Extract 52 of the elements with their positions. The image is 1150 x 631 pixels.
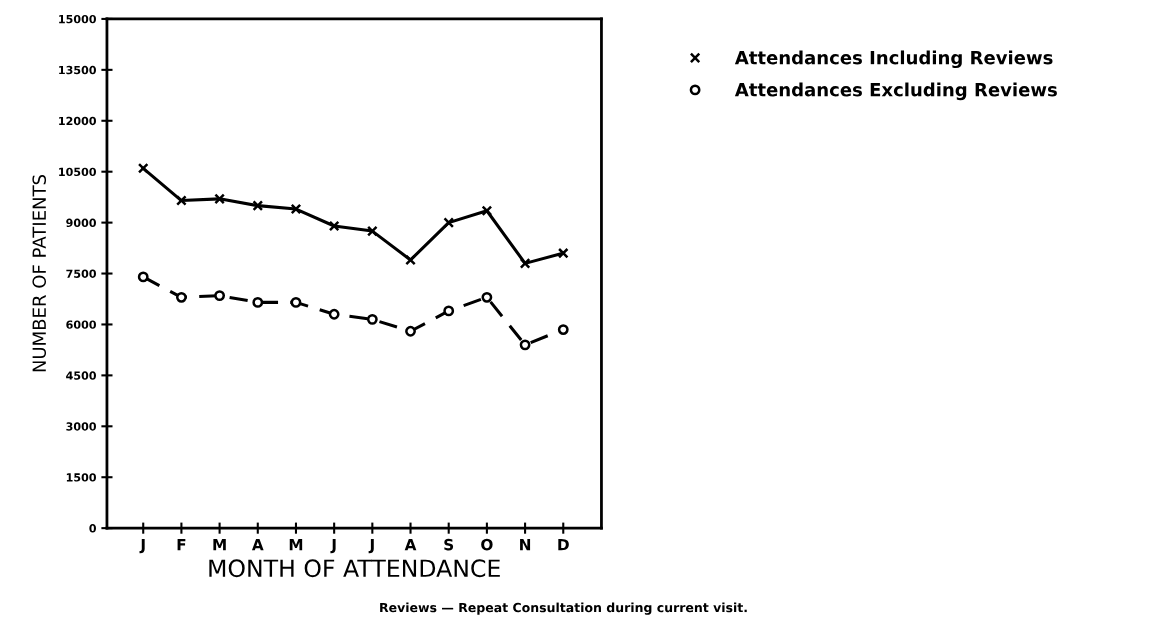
point — [175, 195, 187, 206]
point — [290, 203, 302, 215]
x-tick-label: N — [520, 539, 531, 551]
legend-label: Attendances Excluding Reviews — [734, 82, 1057, 101]
point — [443, 217, 455, 229]
y-tick-label: 1500 — [66, 473, 96, 482]
y-tick-label: 9000 — [66, 218, 96, 227]
point — [519, 257, 531, 269]
text: Reviews — Repeat Consultation during current visit. — [380, 602, 747, 615]
point — [405, 325, 416, 337]
x-tick-label: A — [251, 539, 264, 551]
x-tick-label: D — [558, 539, 569, 551]
x-tick-label: O — [481, 538, 493, 551]
point — [557, 247, 569, 259]
point — [214, 193, 226, 205]
point — [214, 290, 226, 302]
x-axis-title: MONTH OF ATTENDANCE — [209, 559, 500, 578]
x-tick-label: A — [404, 539, 417, 551]
point — [252, 200, 264, 212]
point — [290, 296, 302, 308]
y-tick-label: 12000 — [59, 116, 96, 126]
x-tick-label: J — [330, 539, 336, 554]
point — [366, 225, 378, 237]
x-tick-label: S — [444, 538, 454, 551]
point — [366, 313, 378, 325]
legend-label: Attendances Including Reviews — [734, 50, 1053, 69]
point — [137, 271, 149, 283]
y-tick-label: 7500 — [66, 269, 96, 278]
y-tick-label: 10500 — [59, 167, 96, 177]
point — [252, 296, 264, 308]
x-tick-label: J — [139, 539, 145, 554]
y-tick-label: 15000 — [59, 14, 96, 24]
point — [328, 308, 340, 320]
y-tick-label: 13500 — [59, 65, 96, 75]
x-tick-label: M — [289, 539, 303, 551]
y-tick-label: 3000 — [66, 422, 96, 431]
point — [519, 339, 531, 351]
y-tick-label: 0 — [89, 524, 96, 533]
y-tick-label: 6000 — [66, 320, 96, 329]
y-tick-label: 4500 — [66, 371, 96, 380]
x-tick-label: F — [177, 539, 186, 551]
point — [481, 291, 493, 303]
point — [443, 305, 455, 317]
point — [481, 205, 493, 217]
x-tick-label: J — [368, 539, 374, 554]
point — [557, 324, 569, 335]
y-axis-title: NUMBER OF PATIENTS — [32, 174, 47, 372]
point — [137, 162, 149, 174]
point — [175, 291, 187, 303]
point — [328, 220, 340, 232]
x-tick-label: M — [213, 539, 226, 551]
point — [405, 254, 416, 266]
